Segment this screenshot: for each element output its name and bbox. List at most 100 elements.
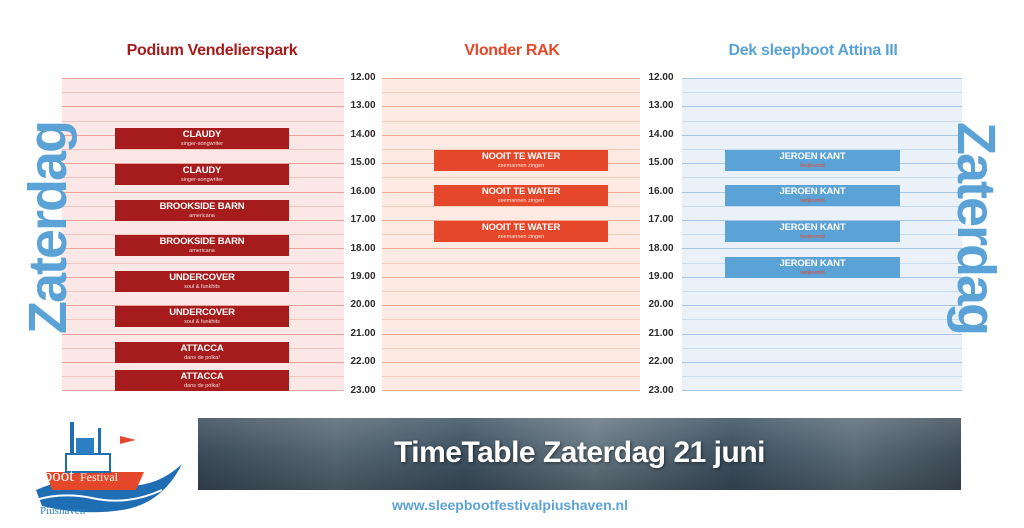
time-label: 18.00 <box>648 243 674 254</box>
title-banner: TimeTable Zaterdag 21 juni <box>198 418 961 490</box>
hour-line <box>682 333 962 335</box>
hour-line <box>62 78 344 79</box>
act-slot: NOOIT TE WATER zeemannen zingen <box>434 150 608 171</box>
act-slot: ATTACCA dans de polka! <box>115 342 289 363</box>
hour-line <box>62 305 344 307</box>
half-hour-line <box>382 347 640 349</box>
website-link[interactable]: www.sleepbootfestivalpiushaven.nl <box>392 497 628 513</box>
hour-line <box>382 305 640 307</box>
time-label: 12.00 <box>648 72 674 83</box>
time-label: 20.00 <box>350 299 376 310</box>
time-label: 18.00 <box>350 243 376 254</box>
act-genre: soul & funkhits <box>184 319 220 325</box>
act-genre: zeemannen zingen <box>497 198 545 204</box>
act-name: NOOIT TE WATER <box>481 151 561 162</box>
hour-line <box>682 248 962 250</box>
time-label: 20.00 <box>648 299 674 310</box>
day-label-left: Zaterdag <box>18 122 78 334</box>
act-genre: singer-songwriter <box>180 141 224 147</box>
time-label: 23.00 <box>648 385 674 396</box>
half-hour-line <box>382 291 640 292</box>
time-label: 16.00 <box>648 186 674 197</box>
act-genre: dans de polka! <box>184 383 220 389</box>
logo-word2: Festival <box>80 470 118 484</box>
logo-word1: Sleepboot <box>6 466 74 485</box>
hour-line <box>682 305 962 307</box>
act-slot: JEROEN KANT liedjesmid <box>725 185 900 206</box>
act-name: NOOIT TE WATER <box>481 222 561 233</box>
half-hour-line <box>682 347 962 349</box>
half-hour-line <box>682 291 962 292</box>
banner-title: TimeTable Zaterdag 21 juni <box>394 436 766 469</box>
half-hour-line <box>382 120 640 122</box>
banner-shade <box>198 418 961 490</box>
act-slot: NOOIT TE WATER zeemannen zingen <box>434 221 608 242</box>
half-hour-line <box>682 149 962 150</box>
hour-line <box>62 106 344 108</box>
act-name: ATTACCA <box>180 343 224 354</box>
hour-line <box>62 333 344 335</box>
logo-place: Piushaven <box>40 505 86 517</box>
hour-line <box>382 333 640 335</box>
hour-line <box>382 248 640 250</box>
act-name: CLAUDY <box>182 129 222 140</box>
half-hour-line <box>382 149 640 150</box>
time-label: 19.00 <box>350 271 376 282</box>
half-hour-line <box>382 205 640 207</box>
time-label: 17.00 <box>350 214 376 225</box>
act-genre: zeemannen zingen <box>497 234 545 240</box>
time-label: 15.00 <box>648 157 674 168</box>
hour-line <box>382 106 640 108</box>
act-genre: liedjesmid <box>800 270 825 276</box>
time-label: 15.00 <box>350 157 376 168</box>
day-label-text: Zaterdag <box>946 121 1006 335</box>
hour-line <box>382 276 640 278</box>
act-name: CLAUDY <box>182 165 222 176</box>
half-hour-line <box>682 319 962 321</box>
act-genre: liedjesmid <box>800 198 825 204</box>
hour-line <box>382 390 640 392</box>
act-genre: liedjesmid <box>800 163 825 169</box>
half-hour-line <box>382 376 640 378</box>
festival-logo <box>35 422 182 513</box>
act-genre: dans de polka! <box>184 355 220 361</box>
stage-title-rak: Vlonder RAK <box>464 42 560 59</box>
act-name: UNDERCOVER <box>169 307 235 318</box>
hour-line <box>682 220 962 221</box>
hour-line <box>682 362 962 363</box>
hour-line <box>682 134 962 136</box>
time-label: 21.00 <box>350 328 376 339</box>
half-hour-line <box>62 149 344 150</box>
time-label: 13.00 <box>350 100 376 111</box>
half-hour-line <box>62 120 344 122</box>
half-hour-line <box>682 92 962 94</box>
time-label: 16.00 <box>350 186 376 197</box>
act-genre: liedjesmid <box>800 234 825 240</box>
act-name: BROOKSIDE BARN <box>159 236 245 247</box>
act-slot: JEROEN KANT liedjesmid <box>725 221 900 242</box>
act-slot: UNDERCOVER soul & funkhits <box>115 306 289 327</box>
hour-line <box>382 78 640 79</box>
act-genre: soul & funkhits <box>184 284 220 290</box>
act-name: UNDERCOVER <box>169 272 235 283</box>
act-genre: singer-songwriter <box>180 177 224 183</box>
half-hour-line <box>382 92 640 94</box>
act-slot: ATTACCA dans de polka! <box>115 370 289 391</box>
stage-title-attina: Dek sleepboot Attina III <box>728 42 898 59</box>
hour-line <box>682 106 962 108</box>
hour-line <box>382 134 640 136</box>
time-label: 12.00 <box>350 72 376 83</box>
time-label: 14.00 <box>648 129 674 140</box>
act-slot: CLAUDY singer-songwriter <box>115 128 289 149</box>
act-name: JEROEN KANT <box>779 151 846 162</box>
act-slot: NOOIT TE WATER zeemannen zingen <box>434 185 608 206</box>
act-name: ATTACCA <box>180 371 224 382</box>
hour-line <box>62 163 344 165</box>
day-label-text: Zaterdag <box>18 121 78 335</box>
half-hour-line <box>382 319 640 321</box>
half-hour-line <box>62 262 344 264</box>
act-slot: BROOKSIDE BARN americana <box>115 235 289 256</box>
time-label: 23.00 <box>350 385 376 396</box>
time-label: 22.00 <box>648 356 674 367</box>
hour-line <box>682 390 962 392</box>
